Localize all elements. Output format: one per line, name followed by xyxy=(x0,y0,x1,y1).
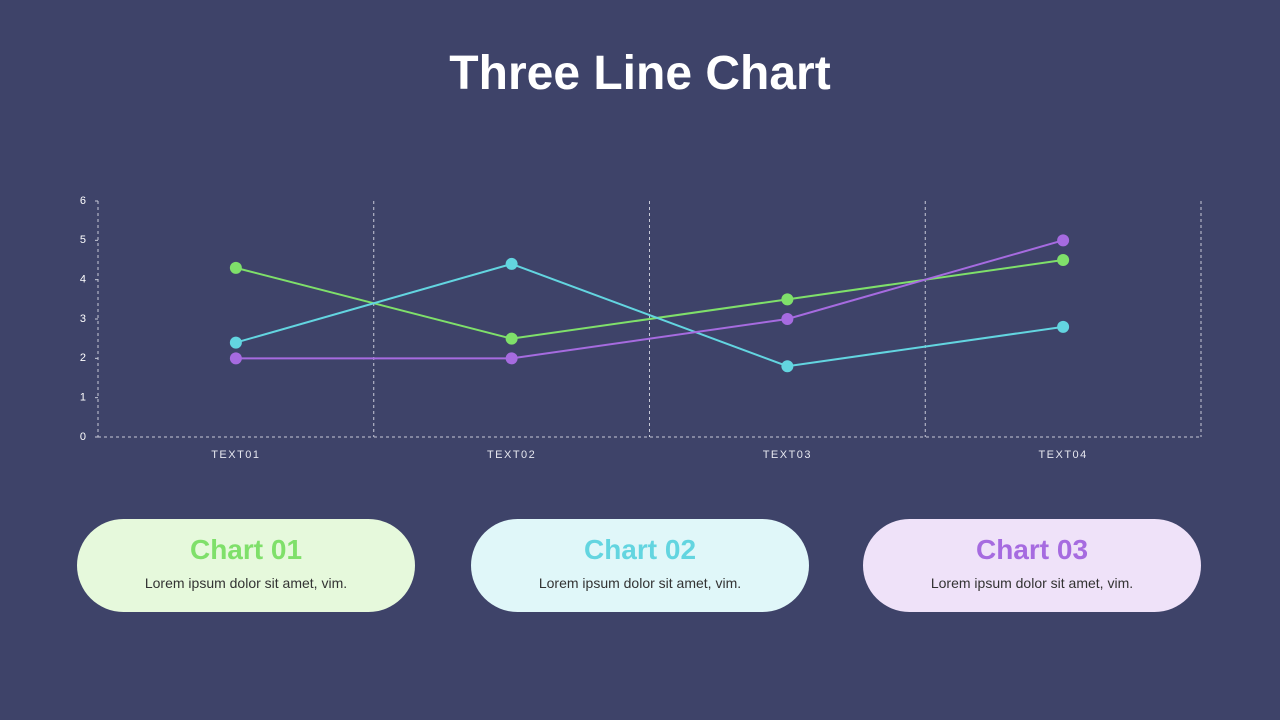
point xyxy=(505,352,518,365)
y-tick-label: 3 xyxy=(80,313,86,325)
y-tick-label: 5 xyxy=(80,234,86,246)
card-text: Lorem ipsum dolor sit amet, vim. xyxy=(930,575,1134,591)
x-tick-label: TEXT04 xyxy=(1038,449,1087,461)
line xyxy=(235,239,1064,360)
card: Chart 02 Lorem ipsum dolor sit amet, vim… xyxy=(471,519,809,612)
point xyxy=(781,293,794,306)
x-tick-label: TEXT01 xyxy=(211,449,260,461)
point xyxy=(229,336,242,349)
x-tick-label: TEXT02 xyxy=(487,449,536,461)
point xyxy=(229,352,242,365)
point xyxy=(229,261,242,274)
point xyxy=(781,313,794,325)
y-tick-label: 0 xyxy=(80,431,86,443)
card-text: Lorem ipsum dolor sit amet, vim. xyxy=(144,575,348,591)
point xyxy=(505,257,518,270)
point xyxy=(505,332,518,345)
chart-title: Three Line Chart xyxy=(449,47,831,100)
point xyxy=(1057,320,1070,333)
card: Chart 01 Lorem ipsum dolor sit amet, vim… xyxy=(77,519,415,612)
point xyxy=(781,360,794,373)
y-tick-label: 1 xyxy=(80,392,86,404)
y-tick-label: 4 xyxy=(80,274,86,286)
line xyxy=(235,262,1064,368)
x-tick-label: TEXT03 xyxy=(763,449,812,461)
card: Chart 03 Lorem ipsum dolor sit amet, vim… xyxy=(863,519,1201,612)
card-text: Lorem ipsum dolor sit amet, vim. xyxy=(538,575,742,591)
point xyxy=(1057,254,1070,266)
card-title: Chart 03 xyxy=(975,534,1089,565)
card-title: Chart 01 xyxy=(189,534,303,565)
y-tick-label: 6 xyxy=(80,195,86,207)
y-tick-label: 2 xyxy=(80,352,86,364)
point xyxy=(1057,234,1070,247)
card-title: Chart 02 xyxy=(583,534,697,565)
